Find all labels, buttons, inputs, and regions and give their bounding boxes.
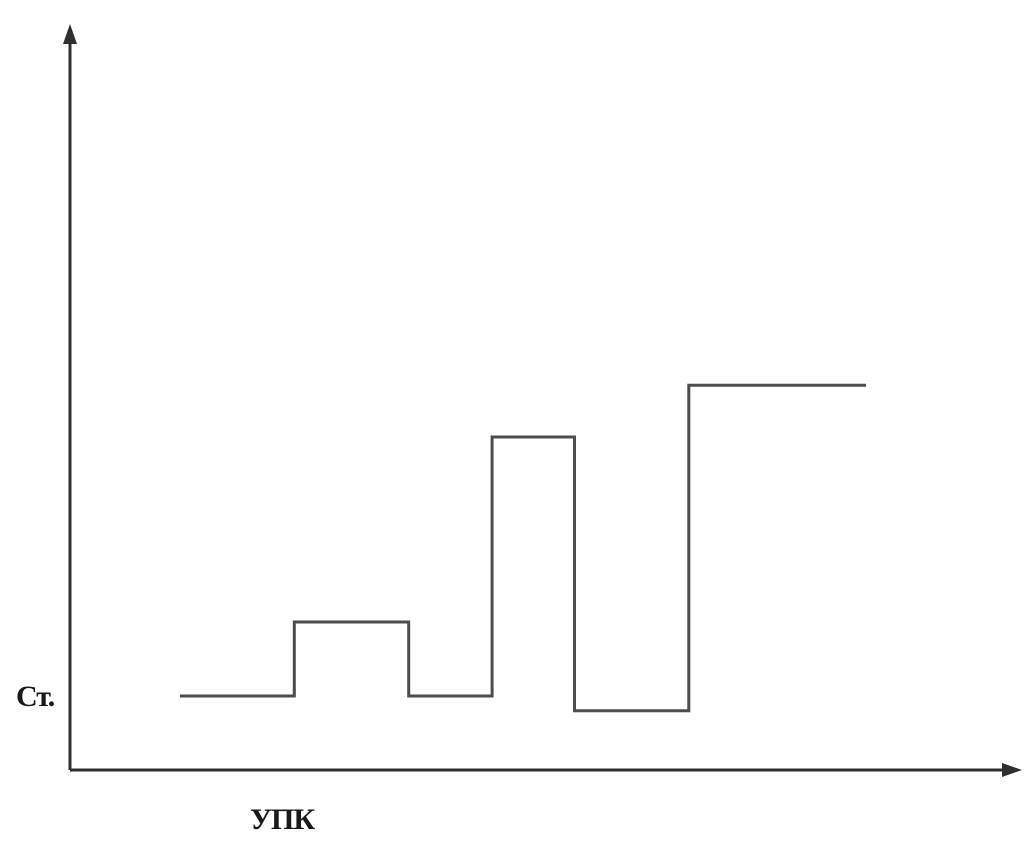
series-line-0 [180,383,866,713]
series-layer [180,383,866,713]
y-axis-label: Ст. [16,680,55,713]
x-axis-label: УПК [250,803,315,836]
y-axis-arrow-icon [63,24,77,44]
x-axis-arrow-icon [1002,763,1022,777]
